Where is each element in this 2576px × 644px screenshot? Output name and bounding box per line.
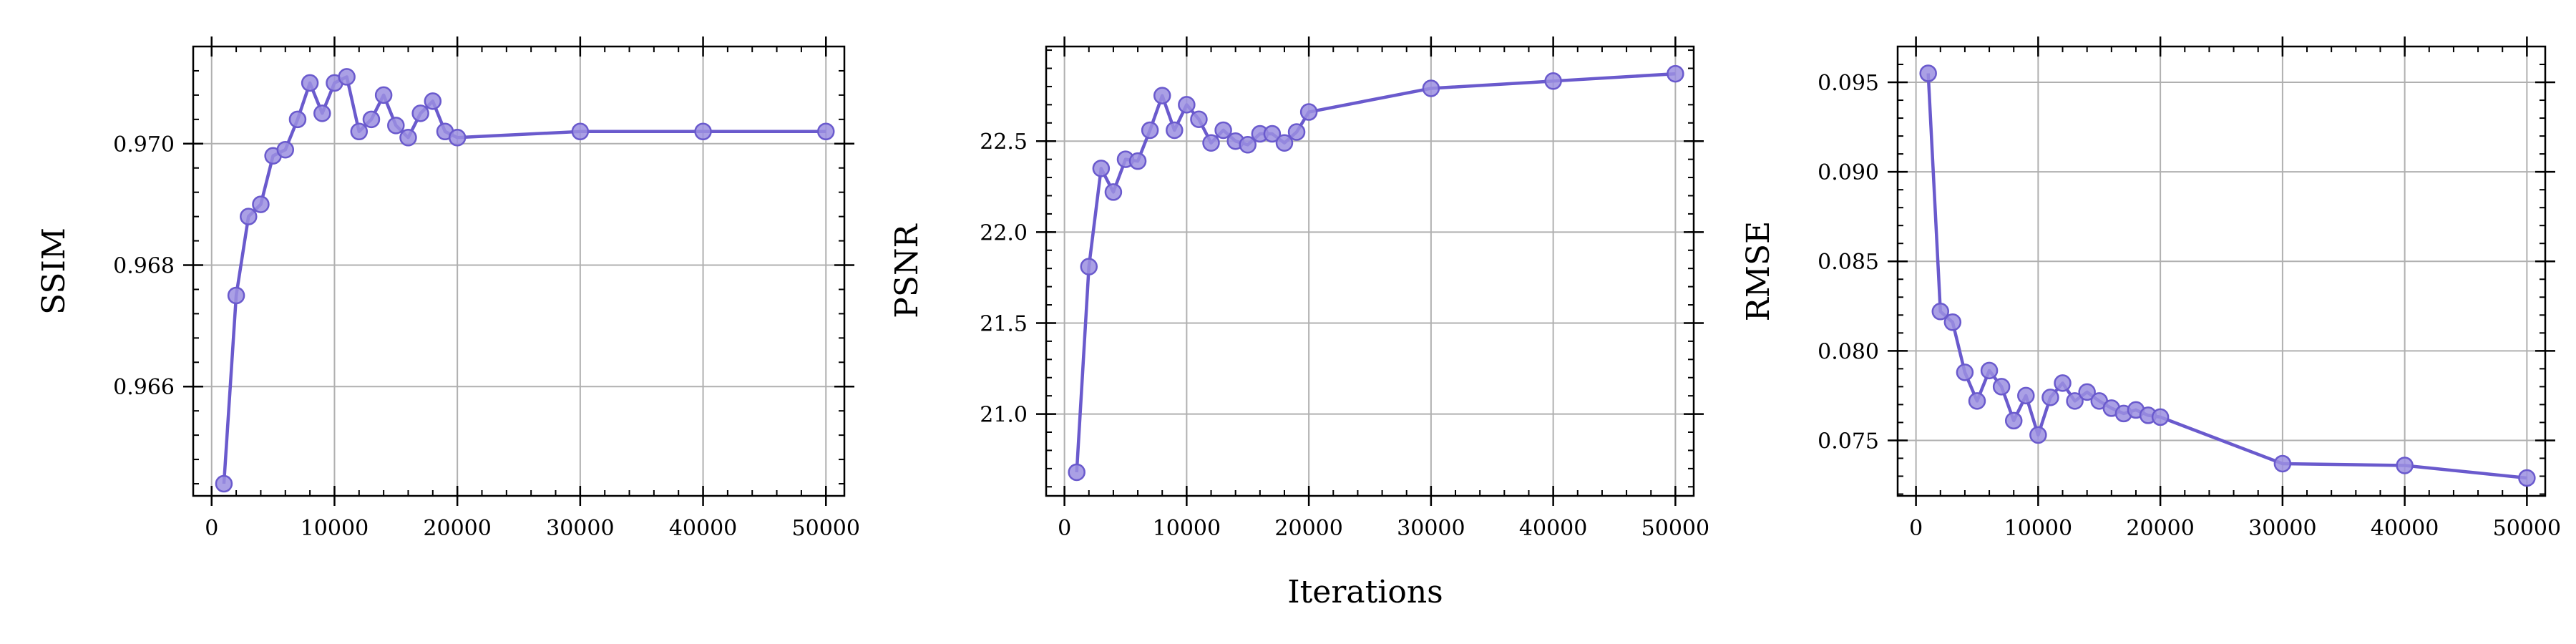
- rmse-x-tick-label-4: 40000: [2371, 516, 2439, 541]
- ssim-data-point-0: [215, 474, 233, 493]
- psnr-data-point-21: [1544, 72, 1562, 90]
- rmse-data-point-19: [2151, 408, 2170, 426]
- psnr-axes-frame: [1045, 45, 1695, 497]
- psnr-panel: 0 10000 20000 30000 40000 50000 21.0 21.5 22.0 22…: [889, 36, 1709, 541]
- rmse-axes-frame: [1896, 45, 2547, 497]
- ssim-data-point-21: [694, 122, 712, 141]
- rmse-x-tick-label-2: 20000: [2126, 516, 2194, 541]
- rmse-y-tick-label-2: 0.085: [1818, 250, 1879, 275]
- psnr-data-point-22: [1667, 64, 1684, 83]
- ssim-data-point-3: [252, 195, 270, 213]
- ssim-data-point-20: [571, 122, 590, 141]
- psnr-data-point-9: [1178, 96, 1196, 114]
- rmse-data-point-13: [2078, 383, 2096, 401]
- rmse-data-point-21: [2396, 457, 2414, 474]
- rmse-data-point-6: [1992, 378, 2011, 396]
- ssim-data-point-14: [387, 117, 405, 135]
- psnr-data-point-3: [1104, 183, 1123, 201]
- rmse-y-tick-label-1: 0.080: [1818, 339, 1879, 364]
- ssim-x-tick-label-4: 40000: [669, 516, 737, 541]
- psnr-x-tick-label-1: 10000: [1153, 516, 1221, 541]
- ssim-data-point-16: [411, 104, 429, 122]
- ssim-data-point-10: [338, 68, 356, 86]
- rmse-data-point-5: [1980, 361, 1999, 380]
- ssim-y-tick-label-0: 0.966: [113, 375, 175, 400]
- rmse-data-point-4: [1968, 392, 1986, 410]
- psnr-data-point-1: [1080, 258, 1098, 275]
- rmse-x-tick-label-5: 50000: [2493, 516, 2561, 541]
- ssim-x-tick-label-1: 10000: [301, 516, 369, 541]
- ssim-data-point-6: [288, 110, 307, 129]
- ssim-data-point-13: [374, 86, 393, 104]
- psnr-y-tick-label-3: 22.5: [980, 130, 1028, 155]
- rmse-y-tick-label-4: 0.095: [1818, 71, 1879, 96]
- ssim-x-tick-label-5: 50000: [792, 516, 860, 541]
- ssim-data-point-2: [240, 208, 258, 225]
- rmse-x-tick-label-0: 0: [1909, 516, 1923, 541]
- rmse-y-tick-label-0: 0.075: [1818, 429, 1879, 454]
- ssim-data-point-1: [227, 286, 245, 305]
- rmse-data-point-9: [2029, 426, 2047, 444]
- rmse-x-tick-label-3: 30000: [2248, 516, 2316, 541]
- psnr-data-point-11: [1202, 134, 1220, 152]
- rmse-data-point-7: [2004, 411, 2023, 430]
- ssim-data-point-17: [424, 92, 442, 110]
- rmse-data-point-0: [1919, 64, 1937, 82]
- psnr-x-tick-label-2: 20000: [1274, 516, 1342, 541]
- psnr-x-tick-label-3: 30000: [1397, 516, 1465, 541]
- rmse-data-point-11: [2054, 374, 2072, 392]
- rmse-data-point-1: [1931, 303, 1950, 321]
- psnr-x-tick-label-0: 0: [1058, 516, 1071, 541]
- psnr-x-tick-label-4: 40000: [1519, 516, 1587, 541]
- psnr-data-point-8: [1166, 121, 1184, 140]
- psnr-data-point-16: [1263, 125, 1282, 143]
- rmse-data-point-12: [2066, 392, 2084, 410]
- ssim-axes-frame: [192, 45, 846, 497]
- psnr-x-tick-label-5: 50000: [1641, 516, 1709, 541]
- rmse-data-point-2: [1943, 313, 1962, 331]
- rmse-panel: 0 10000 20000 30000 40000 50000 0.075 0.080 0.08…: [1740, 36, 2561, 541]
- ssim-data-point-5: [276, 141, 295, 159]
- ssim-x-tick-label-3: 30000: [546, 516, 614, 541]
- psnr-data-point-6: [1141, 121, 1159, 140]
- psnr-data-point-0: [1068, 463, 1085, 482]
- rmse-data-point-10: [2041, 389, 2059, 406]
- ssim-data-point-22: [816, 122, 835, 141]
- psnr-y-tick-label-2: 22.0: [980, 220, 1028, 245]
- ssim-y-tick-label-1: 0.968: [113, 254, 175, 279]
- rmse-y-tick-label-3: 0.090: [1818, 160, 1879, 185]
- rmse-data-point-3: [1956, 364, 1974, 381]
- ssim-y-tick-label-2: 0.970: [113, 132, 175, 157]
- psnr-data-point-18: [1287, 123, 1306, 141]
- ssim-data-point-7: [301, 74, 319, 92]
- psnr-data-point-20: [1422, 79, 1440, 97]
- ssim-data-point-19: [448, 129, 467, 147]
- psnr-data-point-2: [1092, 160, 1111, 177]
- psnr-data-point-14: [1239, 136, 1257, 154]
- ssim-data-point-15: [399, 129, 417, 147]
- psnr-y-tick-label-0: 21.0: [980, 403, 1028, 428]
- psnr-data-point-5: [1128, 152, 1147, 170]
- ssim-y-axis-label: SSIM: [36, 228, 72, 315]
- psnr-y-tick-label-1: 21.5: [980, 311, 1028, 336]
- ssim-data-point-8: [313, 104, 331, 122]
- psnr-y-axis-label: PSNR: [889, 223, 925, 318]
- ssim-x-tick-label-0: 0: [205, 516, 218, 541]
- ssim-x-tick-label-2: 20000: [423, 516, 491, 541]
- rmse-y-axis-label: RMSE: [1740, 221, 1777, 321]
- psnr-data-point-19: [1299, 103, 1318, 121]
- ssim-data-point-11: [350, 122, 369, 141]
- rmse-x-tick-label-1: 10000: [2004, 516, 2072, 541]
- rmse-data-point-22: [2518, 469, 2536, 487]
- rmse-data-point-20: [2273, 454, 2292, 473]
- shared-x-axis-label: Iterations: [1287, 574, 1443, 610]
- rmse-data-point-8: [2017, 386, 2035, 405]
- psnr-data-point-7: [1153, 87, 1171, 104]
- psnr-data-point-12: [1214, 121, 1232, 140]
- psnr-data-point-10: [1190, 110, 1208, 128]
- ssim-panel: 0 10000 20000 30000 40000 50000 0.966 0.968 0.97…: [36, 36, 860, 541]
- psnr-data-point-17: [1275, 134, 1294, 152]
- ssim-data-point-12: [362, 110, 381, 129]
